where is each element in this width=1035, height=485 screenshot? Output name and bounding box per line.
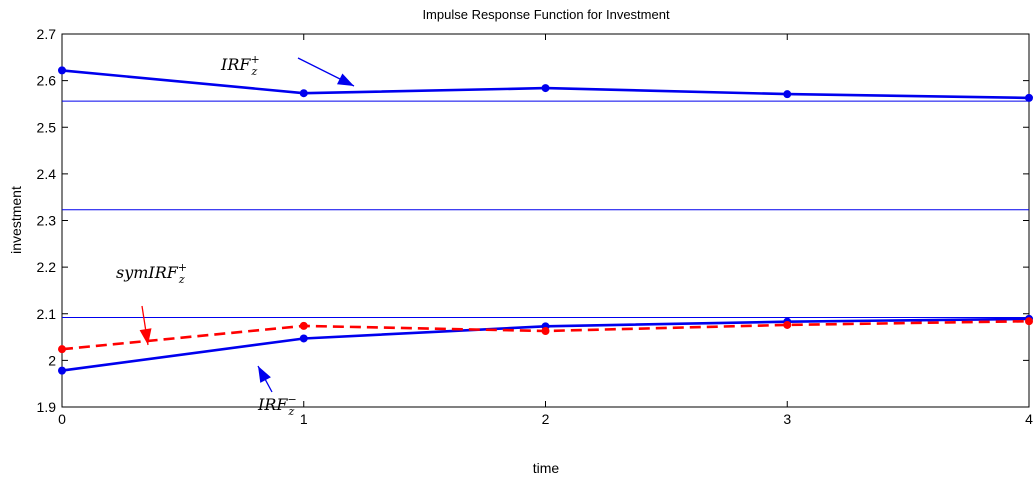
annotation-label-main: IRF: [220, 55, 251, 74]
chart-title: Impulse Response Function for Investment: [422, 7, 670, 22]
y-tick-label: 2.2: [37, 259, 57, 275]
x-tick-label: 4: [1025, 411, 1033, 427]
data-point-irf_plus: [783, 90, 792, 99]
data-point-sym_irf_plus: [541, 327, 550, 336]
plot-area: 0 1 2 3 4 1.9 2 2.1 2.2 2.3 2.4 2.5 2.6 2.7: [37, 26, 1034, 427]
data-point-sym_irf_plus: [1025, 317, 1033, 326]
annotation-arrowhead: [258, 366, 271, 383]
annotation-label-sup: −: [287, 393, 296, 406]
annotation-label-sub: z: [287, 405, 294, 418]
y-axis-label: investment: [8, 186, 24, 254]
data-point-sym_irf_plus: [299, 321, 308, 330]
x-axis-label: time: [533, 460, 560, 476]
data-point-sym_irf_plus: [58, 345, 66, 354]
annotation-label-sup: +: [250, 53, 259, 66]
x-tick-label: 0: [58, 411, 66, 427]
annotation-label-main: IRF: [257, 395, 288, 414]
data-point-irf_plus: [299, 89, 308, 98]
annotation-arrowhead: [139, 328, 152, 345]
y-tick-label: 2.1: [37, 306, 57, 322]
x-tick-label: 3: [783, 411, 791, 427]
y-tick-label: 2.6: [37, 73, 57, 89]
annotation-label-irf_plus: IRF+: [220, 53, 260, 74]
data-point-irf_plus: [541, 84, 550, 93]
data-point-irf_plus: [58, 66, 66, 75]
y-tick-label: 2: [48, 352, 56, 368]
x-tick-label: 2: [542, 411, 550, 427]
data-point-irf_minus: [299, 334, 308, 343]
annotation-label-sup: +: [178, 261, 187, 274]
y-tick-label: 2.7: [37, 26, 57, 42]
y-tick-label: 2.4: [37, 166, 57, 182]
annotation-arrowhead: [337, 73, 354, 86]
y-tick-label: 2.5: [37, 119, 57, 135]
y-tick-label: 1.9: [37, 399, 57, 415]
data-point-irf_minus: [58, 366, 66, 375]
x-tick-label: 1: [300, 411, 308, 427]
annotation-label-main: symIRF: [116, 263, 179, 282]
data-point-sym_irf_plus: [783, 320, 792, 329]
annotation-label-sub: z: [250, 65, 257, 78]
y-tick-label: 2.3: [37, 213, 57, 229]
annotation-label-sub: z: [178, 273, 185, 286]
annotation-label-sym_irf_plus: symIRF+: [116, 261, 187, 282]
annotation-label-irf_minus: IRF−: [257, 393, 297, 414]
data-point-irf_plus: [1025, 93, 1033, 102]
